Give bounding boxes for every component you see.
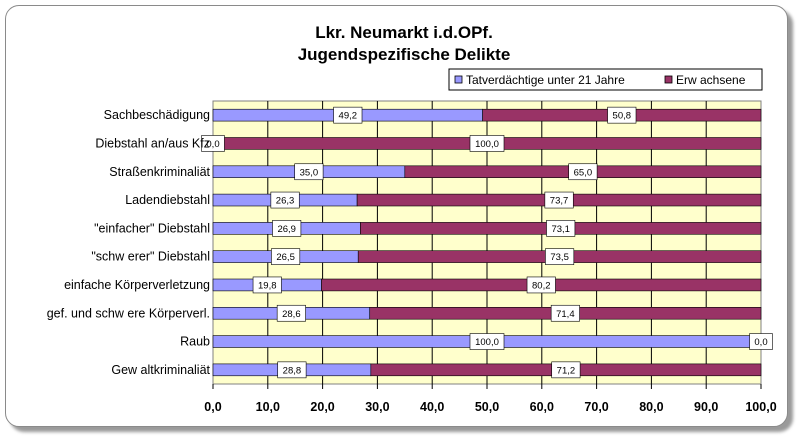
category-label: Diebstahl an/aus Kfz	[95, 136, 210, 150]
category-label: einfache Körperverletzung	[64, 278, 210, 292]
data-label-under21: 19,8	[252, 276, 282, 294]
data-label-text: 49,2	[339, 111, 358, 122]
legend-swatch-under21	[454, 75, 463, 84]
data-label-adults: 71,4	[550, 304, 580, 322]
data-label-under21: 26,5	[271, 248, 301, 265]
x-tick-label: 90,0	[694, 400, 718, 414]
category-label: Straßenkriminaliät	[109, 165, 210, 179]
legend-box	[448, 68, 763, 91]
x-tick-label: 40,0	[420, 400, 444, 414]
data-label-text: 35,0	[300, 167, 319, 178]
data-label-text: 28,6	[282, 309, 301, 320]
legend-swatch-adults	[664, 75, 673, 84]
data-label-box	[544, 191, 574, 209]
data-label-under21: 49,2	[333, 106, 363, 124]
data-label-text: 26,5	[276, 252, 295, 263]
data-label-under21: 35,0	[294, 163, 324, 181]
data-label-adults: 73,1	[546, 220, 576, 237]
data-label-adults: 73,7	[544, 191, 574, 209]
x-tick-label: 80,0	[639, 400, 663, 414]
data-label-adults: 80,2	[526, 276, 556, 294]
data-label-adults: 65,0	[568, 163, 598, 181]
chart: Lkr. Neumarkt i.d.OPf. Jugendspezifische…	[47, 23, 777, 414]
data-label-box	[749, 333, 773, 350]
data-label-under21: 28,8	[277, 361, 307, 379]
data-label-text: 26,3	[276, 196, 295, 207]
x-tick-label: 70,0	[584, 400, 608, 414]
data-label-text: 73,1	[551, 224, 570, 235]
data-label-box	[201, 135, 225, 152]
data-label-text: 80,2	[532, 280, 551, 291]
data-label-adults: 50,8	[607, 106, 637, 124]
legend: Tatverdächtige unter 21 Jahre Erw achsen…	[448, 68, 763, 91]
data-label-adults: 71,2	[551, 361, 581, 379]
category-label: Ladendiebstahl	[125, 193, 210, 207]
data-label-text: 65,0	[574, 167, 593, 178]
data-label-text: 73,7	[550, 196, 569, 207]
data-label-text: 73,5	[550, 252, 569, 263]
data-label-under21: 26,9	[272, 220, 302, 237]
data-label-under21: 26,3	[270, 191, 300, 209]
category-label: "schw erer" Diebstahl	[91, 250, 210, 264]
data-label-box	[272, 220, 302, 237]
data-label-box	[469, 135, 505, 152]
data-label-box	[607, 106, 637, 124]
category-label: Raub	[180, 335, 210, 349]
data-label-box	[252, 276, 282, 294]
data-label-box	[270, 191, 300, 209]
data-label-adults: 73,5	[545, 248, 575, 265]
data-label-text: 26,9	[277, 224, 296, 235]
category-label: "einfacher" Diebstahl	[94, 221, 210, 235]
category-labels: Sachbeschädigung Diebstahl an/aus Kfz Stra…	[47, 108, 211, 377]
data-label-text: 100,0	[475, 337, 499, 348]
category-label: Sachbeschädigung	[104, 108, 210, 122]
data-label-under21: 28,6	[276, 304, 306, 322]
data-label-box	[526, 276, 556, 294]
chart-subtitle: Jugendspezifische Delikte	[298, 45, 511, 64]
data-label-under21: 100,0	[469, 333, 505, 350]
data-label-box	[546, 220, 576, 237]
data-label-text: 0,0	[206, 139, 219, 150]
legend-label-adults: Erw achsene	[676, 73, 746, 87]
category-label: Gew altkriminaliät	[111, 363, 210, 377]
data-label-adults: 0,0	[749, 333, 773, 350]
chart-frame: Lkr. Neumarkt i.d.OPf. Jugendspezifische…	[5, 5, 788, 427]
data-label-box	[469, 333, 505, 350]
data-label-box	[276, 304, 306, 322]
data-label-box	[551, 361, 581, 379]
legend-label-under21: Tatverdächtige unter 21 Jahre	[466, 73, 625, 87]
data-label-box	[545, 248, 575, 265]
x-tick-label: 100,0	[745, 400, 776, 414]
data-label-text: 0,0	[754, 337, 767, 348]
data-label-box	[277, 361, 307, 379]
data-label-box	[550, 304, 580, 322]
x-tick-label: 30,0	[365, 400, 389, 414]
data-label-box	[568, 163, 598, 181]
data-label-adults: 100,0	[469, 135, 505, 152]
data-label-text: 50,8	[613, 111, 632, 122]
x-tick-label: 60,0	[530, 400, 554, 414]
data-label-box	[333, 106, 363, 124]
data-label-under21: 0,0	[201, 135, 225, 152]
data-label-text: 28,8	[283, 365, 302, 376]
data-label-box	[294, 163, 324, 181]
x-tick-label: 10,0	[256, 400, 280, 414]
data-label-text: 71,2	[557, 365, 576, 376]
x-tick-label: 50,0	[475, 400, 499, 414]
data-labels: 49,2 50,8 0,0 100,0 35,0 65,0 26,3 73,7 26,9 73,1…	[201, 106, 773, 379]
x-tick-label: 0,0	[204, 400, 221, 414]
category-label: gef. und schw ere Körperverl.	[47, 306, 210, 320]
x-tick-label: 20,0	[310, 400, 334, 414]
data-label-text: 71,4	[556, 309, 575, 320]
x-axis: 0,0 10,0 20,0 30,0 40,0 50,0 60,0 70,0 80,0 90,0 1…	[204, 384, 777, 414]
chart-title: Lkr. Neumarkt i.d.OPf.	[315, 23, 493, 42]
data-label-box	[271, 248, 301, 265]
data-label-text: 100,0	[475, 139, 499, 150]
data-label-text: 19,8	[258, 280, 277, 291]
